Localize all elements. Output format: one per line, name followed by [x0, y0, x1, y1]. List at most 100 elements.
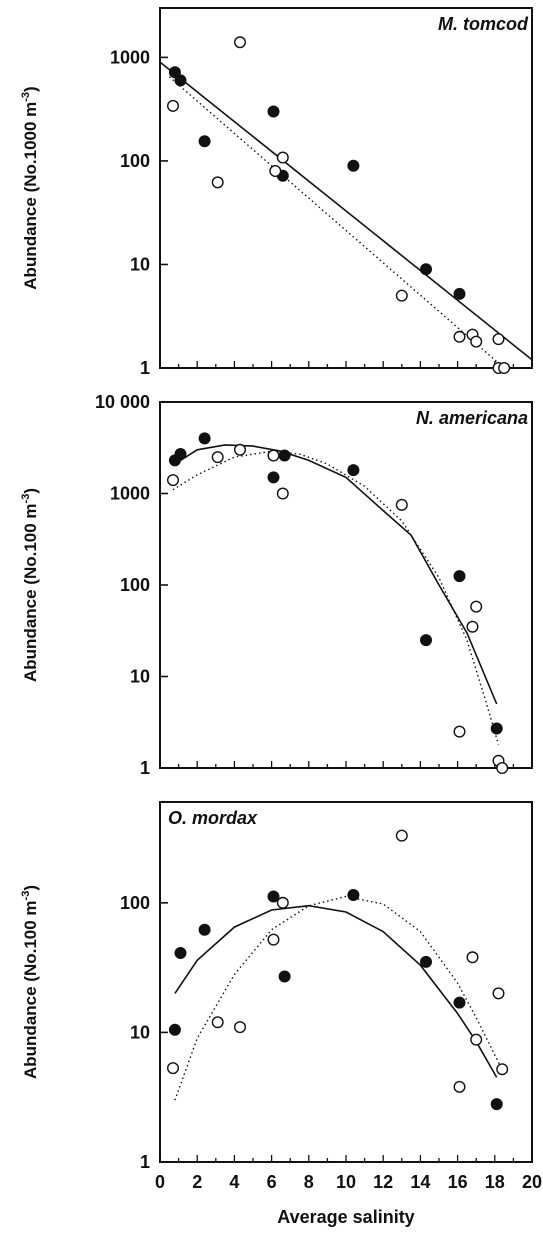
panel-title: O. mordax — [168, 808, 258, 828]
panel-3: O. mordax Abundance (No.100 m-3) 1 10 100 0 2 4… — [20, 801, 542, 1227]
fit-line-dotted — [168, 76, 505, 369]
x-tick-label: 18 — [485, 1172, 505, 1192]
fit-line-dotted — [174, 895, 502, 1101]
x-tick-label: 12 — [373, 1172, 393, 1192]
data-point-open — [233, 443, 246, 456]
fit-line-solid — [174, 904, 498, 1078]
data-point-open — [233, 1021, 246, 1034]
y-axis-label: Abundance (No.100 m-3) — [20, 488, 40, 682]
data-point-open — [498, 362, 511, 375]
fit-line-dotted — [172, 450, 500, 745]
data-point-open — [453, 725, 466, 738]
x-axis-label: Average salinity — [277, 1207, 414, 1227]
data-point-filled — [420, 955, 433, 968]
data-point-open — [470, 335, 483, 348]
panel-1: M. tomcod Abundance (No.1000 m-3) 1 10 100 10… — [20, 7, 533, 378]
data-point-open — [395, 498, 408, 511]
data-point-filled — [490, 1098, 503, 1111]
y-axis-label-close: ) — [21, 885, 40, 891]
data-point-open — [492, 987, 505, 1000]
data-point-open — [466, 951, 479, 964]
y-tick-label: 10 — [130, 1022, 150, 1042]
data-point-filled — [198, 432, 211, 445]
data-point-filled — [174, 74, 187, 87]
data-point-filled — [420, 634, 433, 647]
y-tick-label: 100 — [120, 575, 150, 595]
x-tick-label: 4 — [229, 1172, 239, 1192]
data-point-filled — [198, 135, 211, 148]
panel-2: N. americana Abundance (No.100 m-3) 1 10 100… — [20, 392, 533, 778]
data-point-open — [395, 289, 408, 302]
y-axis-label-sup: -3 — [20, 494, 32, 504]
y-tick-label: 1 — [140, 1152, 150, 1172]
fit-line-solid — [159, 61, 533, 361]
data-point-filled — [453, 287, 466, 300]
data-point-filled — [267, 105, 280, 118]
data-point-filled — [490, 722, 503, 735]
data-point-filled — [347, 464, 360, 477]
y-axis-label-text: Abundance (No.1000 m — [21, 102, 40, 290]
data-point-filled — [267, 471, 280, 484]
y-axis-label-close: ) — [21, 488, 40, 494]
data-point-open — [453, 330, 466, 343]
data-point-open — [496, 762, 509, 775]
data-point-open — [267, 449, 280, 462]
panel-title: M. tomcod — [438, 14, 529, 34]
data-point-filled — [168, 66, 181, 79]
y-tick-label: 1000 — [110, 484, 150, 504]
y-axis-label-sup: -3 — [20, 92, 32, 102]
x-tick-label: 6 — [267, 1172, 277, 1192]
data-point-open — [453, 1080, 466, 1093]
y-tick-label: 10 — [130, 254, 150, 274]
data-point-filled — [453, 570, 466, 583]
x-tick-label: 8 — [304, 1172, 314, 1192]
data-point-filled — [198, 923, 211, 936]
y-tick-label: 100 — [120, 151, 150, 171]
y-tick-label: 1 — [140, 358, 150, 378]
x-tick-label: 16 — [448, 1172, 468, 1192]
x-tick-label: 0 — [155, 1172, 165, 1192]
y-axis-label-text: Abundance (No.100 m — [21, 503, 40, 682]
x-tick-label: 20 — [522, 1172, 542, 1192]
data-point-open — [470, 1033, 483, 1046]
y-axis-label-sup: -3 — [20, 891, 32, 901]
data-point-open — [276, 151, 289, 164]
x-tick-label: 2 — [192, 1172, 202, 1192]
data-point-open — [269, 164, 282, 177]
y-tick-label: 1 — [140, 758, 150, 778]
y-axis-label: Abundance (No.100 m-3) — [20, 885, 40, 1079]
data-point-open — [395, 829, 408, 842]
data-point-filled — [453, 996, 466, 1009]
data-point-open — [466, 620, 479, 633]
y-axis-label-text: Abundance (No.100 m — [21, 900, 40, 1079]
y-tick-label: 10 000 — [95, 392, 150, 412]
data-point-open — [233, 36, 246, 49]
data-point-filled — [420, 263, 433, 276]
data-point-open — [276, 896, 289, 909]
data-point-filled — [174, 947, 187, 960]
data-point-open — [496, 1063, 509, 1076]
x-tick-label: 10 — [336, 1172, 356, 1192]
data-point-open — [276, 487, 289, 500]
data-point-open — [166, 99, 179, 112]
data-point-open — [166, 474, 179, 487]
data-point-filled — [267, 890, 280, 903]
panel-title: N. americana — [416, 408, 528, 428]
data-point-filled — [347, 159, 360, 172]
y-tick-label: 100 — [120, 893, 150, 913]
data-point-open — [492, 333, 505, 346]
data-point-open — [470, 600, 483, 613]
y-axis-label-close: ) — [21, 86, 40, 92]
data-point-filled — [174, 448, 187, 461]
data-point-open — [166, 1062, 179, 1075]
y-tick-label: 1000 — [110, 47, 150, 67]
data-point-filled — [168, 1023, 181, 1036]
data-point-open — [211, 1016, 224, 1029]
data-point-open — [267, 933, 280, 946]
x-tick-label: 14 — [410, 1172, 430, 1192]
data-point-open — [211, 176, 224, 189]
data-point-open — [211, 451, 224, 464]
plot-frame — [159, 801, 533, 1163]
data-point-filled — [278, 970, 291, 983]
